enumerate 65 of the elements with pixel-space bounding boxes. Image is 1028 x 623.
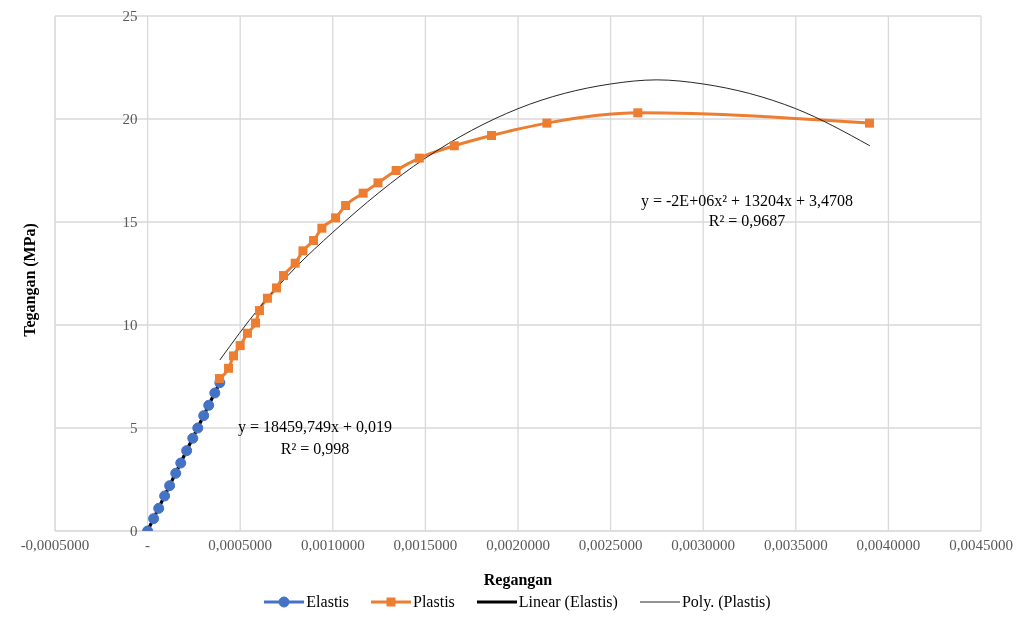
point (181, 445, 193, 457)
y-axis-title: Tegangan (MPa) (21, 222, 39, 337)
point (414, 153, 424, 163)
y-tick-label: 5 (130, 420, 138, 436)
x-tick-label: 0,0040000 (856, 536, 921, 553)
point (279, 271, 289, 281)
point (391, 166, 401, 175)
x-tick-label: 0,0035000 (763, 536, 828, 553)
point (317, 223, 327, 233)
line-series (219, 79, 871, 361)
x-tick-label: 0,0025000 (578, 536, 643, 553)
legend-label: Poly. (Plastis) (681, 593, 771, 611)
y-tick-label: 0 (130, 523, 138, 539)
legend-label: Elastis (306, 593, 350, 611)
point (229, 351, 239, 361)
annotation: y = 18459,749x + 0,019 (237, 418, 393, 436)
x-tick-label: 0,0015000 (393, 536, 458, 553)
x-tick-label: 0,0045000 (949, 536, 1013, 553)
point (224, 363, 234, 373)
x-tick-label: 0,0010000 (300, 536, 365, 553)
point (358, 188, 368, 198)
annotation: y = -2E+06x² + 13204x + 3,4708 (641, 192, 853, 210)
x-tick-label: - (145, 536, 151, 553)
point (341, 201, 351, 211)
point (203, 399, 215, 411)
point (298, 246, 308, 256)
point (251, 318, 261, 328)
point (192, 422, 204, 434)
point (487, 130, 497, 140)
point (309, 236, 319, 246)
point (242, 328, 252, 338)
point (153, 502, 165, 514)
x-axis-title: Regangan (483, 571, 553, 589)
y-tick-label: 15 (122, 214, 138, 230)
point (159, 490, 171, 502)
y-tick-label: 20 (122, 111, 138, 127)
x-tick-label: -0,0005000 (20, 536, 90, 553)
point (198, 410, 210, 422)
annotation: R² = 0,9687 (708, 212, 786, 230)
point (633, 108, 643, 118)
point (175, 457, 187, 469)
x-tick-label: 0,0005000 (208, 536, 273, 553)
point (235, 341, 245, 351)
point (449, 141, 459, 151)
legend-label: Linear (Elastis) (518, 593, 618, 611)
point (331, 213, 341, 223)
point (209, 387, 221, 399)
point (170, 467, 182, 479)
point (164, 480, 176, 492)
point (254, 306, 264, 316)
annotation: R² = 0,998 (280, 440, 350, 458)
legend-label: Plastis (413, 593, 455, 611)
point (262, 293, 272, 303)
point (865, 118, 875, 128)
x-tick-label: 0,0030000 (671, 536, 736, 553)
point (290, 258, 300, 268)
point (373, 178, 383, 188)
point (187, 432, 199, 444)
point (214, 374, 224, 384)
y-tick-label: 25 (122, 8, 138, 24)
point (542, 118, 552, 128)
point (272, 283, 281, 293)
x-tick-label: 0,0020000 (486, 536, 550, 553)
point (148, 513, 160, 525)
y-tick-label: 10 (122, 317, 138, 333)
